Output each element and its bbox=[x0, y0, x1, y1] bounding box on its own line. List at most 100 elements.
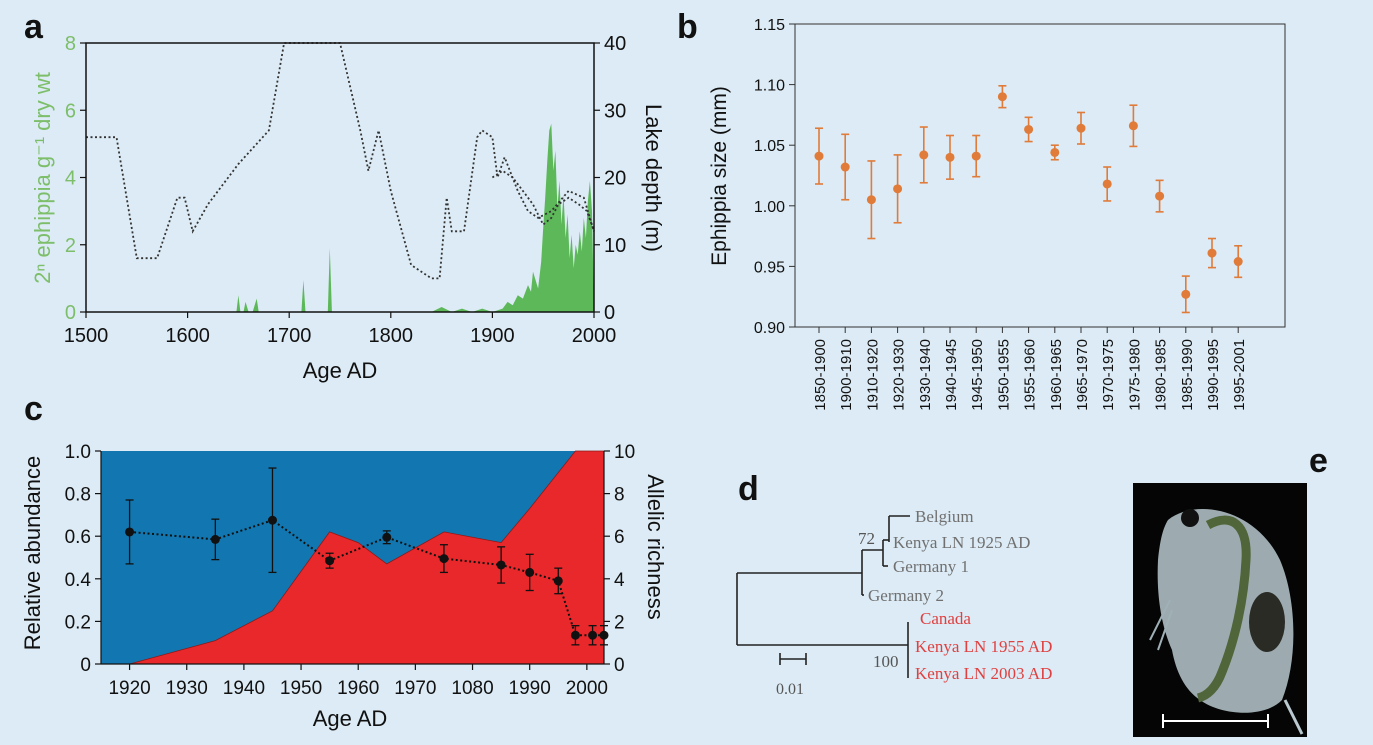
data-point-b bbox=[945, 152, 955, 162]
y-tick-label-left-c: 0 bbox=[80, 655, 91, 676]
richness-point bbox=[125, 527, 135, 537]
y-tick-label-left-a: 8 bbox=[65, 33, 76, 55]
richness-point bbox=[570, 630, 580, 640]
x-tick-label-c: 2000 bbox=[566, 678, 608, 699]
ephippia-area bbox=[228, 123, 594, 312]
data-point-b bbox=[1050, 147, 1060, 157]
data-point-b bbox=[1181, 289, 1191, 299]
y-tick-label-right-a: 30 bbox=[604, 100, 626, 122]
data-point-b bbox=[1102, 179, 1112, 189]
y-tick-label-right-c: 4 bbox=[614, 570, 625, 591]
x-tick-label-b: 1945-1950 bbox=[969, 339, 986, 411]
x-tick-label-a: 1900 bbox=[470, 325, 515, 347]
x-axis-b: 1850-1900 1900-1910 1910-1920 1920-1930 1930… bbox=[812, 327, 1248, 411]
panel-a: a 1500 1600 1700 1800 1900 2000 0 2 4 6 8 0 10 20 30… bbox=[24, 8, 666, 383]
x-tick-label-b: 1910-1920 bbox=[864, 339, 881, 411]
taxon-label: Kenya LN 1925 AD bbox=[893, 533, 1030, 552]
y-tick-label-b: 0.90 bbox=[754, 320, 785, 337]
x-tick-label-c: 1970 bbox=[394, 678, 436, 699]
y-tick-label-left-a: 2 bbox=[65, 235, 76, 257]
y-tick-label-right-a: 10 bbox=[604, 235, 626, 257]
richness-point bbox=[496, 560, 506, 570]
x-tick-label-c: 1930 bbox=[166, 678, 208, 699]
daphnia-tail bbox=[1283, 699, 1304, 735]
x-tick-label-b: 1970-1975 bbox=[1100, 339, 1117, 411]
y-tick-label-right-c: 2 bbox=[614, 612, 625, 633]
x-tick-label-b: 1850-1900 bbox=[812, 339, 829, 411]
lake-depth-lines bbox=[86, 42, 595, 280]
data-point-b bbox=[971, 151, 981, 161]
x-tick-label-a: 1800 bbox=[369, 325, 414, 347]
y-tick-label-left-a: 6 bbox=[65, 100, 76, 122]
ephippia-area-fill bbox=[228, 123, 594, 312]
y-tick-label-b: 1.05 bbox=[754, 138, 785, 155]
data-point-b bbox=[840, 162, 850, 172]
richness-point bbox=[525, 567, 535, 577]
x-axis-label-a: Age AD bbox=[303, 358, 378, 383]
daphnia-antenna bbox=[1149, 599, 1173, 651]
x-tick-label-a: 1700 bbox=[267, 325, 312, 347]
x-tick-label-b: 1995-2001 bbox=[1231, 339, 1248, 411]
taxon-label: Kenya LN 2003 AD bbox=[915, 664, 1052, 683]
taxon-label: Canada bbox=[920, 609, 971, 628]
richness-point bbox=[588, 630, 598, 640]
data-point-b bbox=[1155, 191, 1165, 201]
ephippia-size-points bbox=[814, 85, 1243, 314]
data-point-b bbox=[814, 151, 824, 161]
lake-depth-line-2 bbox=[491, 169, 595, 232]
y-tick-label-left-c: 1.0 bbox=[65, 442, 91, 463]
tree-branches bbox=[736, 515, 910, 678]
daphnia-gut bbox=[1196, 515, 1251, 703]
x-tick-label-b: 1940-1945 bbox=[943, 339, 960, 411]
y-axis-label-right-a: Lake depth (m) bbox=[641, 104, 666, 252]
x-tick-label-b: 1900-1910 bbox=[838, 339, 855, 411]
y-tick-label-left-c: 0.2 bbox=[65, 612, 91, 633]
y-axis-right-a: 0 10 20 30 40 bbox=[594, 33, 626, 324]
richness-point bbox=[439, 554, 449, 564]
x-tick-label-b: 1985-1990 bbox=[1179, 339, 1196, 411]
data-point-b bbox=[893, 184, 903, 194]
lake-depth-line-1 bbox=[86, 42, 595, 280]
y-axis-left-c: 0 0.2 0.4 0.6 0.8 1.0 bbox=[65, 442, 101, 676]
y-axis-label-left-a: 2ⁿ ephippia g⁻¹ dry wt bbox=[30, 72, 55, 284]
x-tick-label-a: 1600 bbox=[165, 325, 210, 347]
allelic-richness-series bbox=[125, 467, 609, 646]
x-tick-label-c: 1940 bbox=[223, 678, 265, 699]
y-tick-label-left-c: 0.8 bbox=[65, 485, 91, 506]
x-tick-label-b: 1975-1980 bbox=[1126, 339, 1143, 411]
richness-point bbox=[267, 515, 277, 525]
x-tick-label-b: 1960-1965 bbox=[1048, 339, 1065, 411]
red-area-fill bbox=[101, 450, 605, 665]
panel-letter-e: e bbox=[1309, 442, 1328, 480]
panel-b: b 0.90 0.95 1.00 1.05 1.10 1.15 1850-1900 1900… bbox=[677, 8, 1286, 411]
y-tick-label-right-a: 20 bbox=[604, 168, 626, 190]
y-axis-label-right-c: Allelic richness bbox=[643, 474, 668, 620]
taxon-label: Germany 2 bbox=[868, 586, 944, 605]
x-tick-label-c: 1960 bbox=[337, 678, 379, 699]
panel-letter-d: d bbox=[738, 470, 759, 508]
data-point-b bbox=[1207, 248, 1217, 258]
x-axis-c: 1920 1930 1940 1950 1960 1970 1080 1990 2000 bbox=[108, 664, 608, 699]
y-tick-label-right-c: 10 bbox=[614, 442, 635, 463]
bootstrap-100: 100 bbox=[873, 652, 899, 671]
x-tick-label-b: 1965-1970 bbox=[1074, 339, 1091, 411]
y-tick-label-left-c: 0.4 bbox=[65, 570, 92, 591]
daphnia-illustration bbox=[1149, 509, 1304, 735]
x-tick-label-b: 1990-1995 bbox=[1205, 339, 1222, 411]
data-point-b bbox=[919, 150, 929, 160]
plot-frame-b bbox=[794, 23, 1286, 328]
y-tick-label-right-a: 0 bbox=[604, 302, 615, 324]
x-tick-label-b: 1950-1955 bbox=[995, 339, 1012, 411]
y-axis-b: 0.90 0.95 1.00 1.05 1.10 1.15 bbox=[754, 17, 795, 337]
x-tick-label-b: 1930-1940 bbox=[917, 339, 934, 411]
daphnia-brood-pouch bbox=[1249, 592, 1285, 652]
richness-line bbox=[129, 519, 604, 637]
panel-letter-b: b bbox=[677, 8, 698, 46]
panel-d: d 72 100 0.01 Belgium Kenya LN 1925 AD G… bbox=[736, 470, 1052, 698]
x-tick-label-b: 1920-1930 bbox=[891, 339, 908, 411]
y-tick-label-left-c: 0.6 bbox=[65, 527, 91, 548]
daphnia-body bbox=[1157, 509, 1294, 713]
y-tick-label-left-a: 4 bbox=[65, 168, 76, 190]
richness-point bbox=[382, 532, 392, 542]
